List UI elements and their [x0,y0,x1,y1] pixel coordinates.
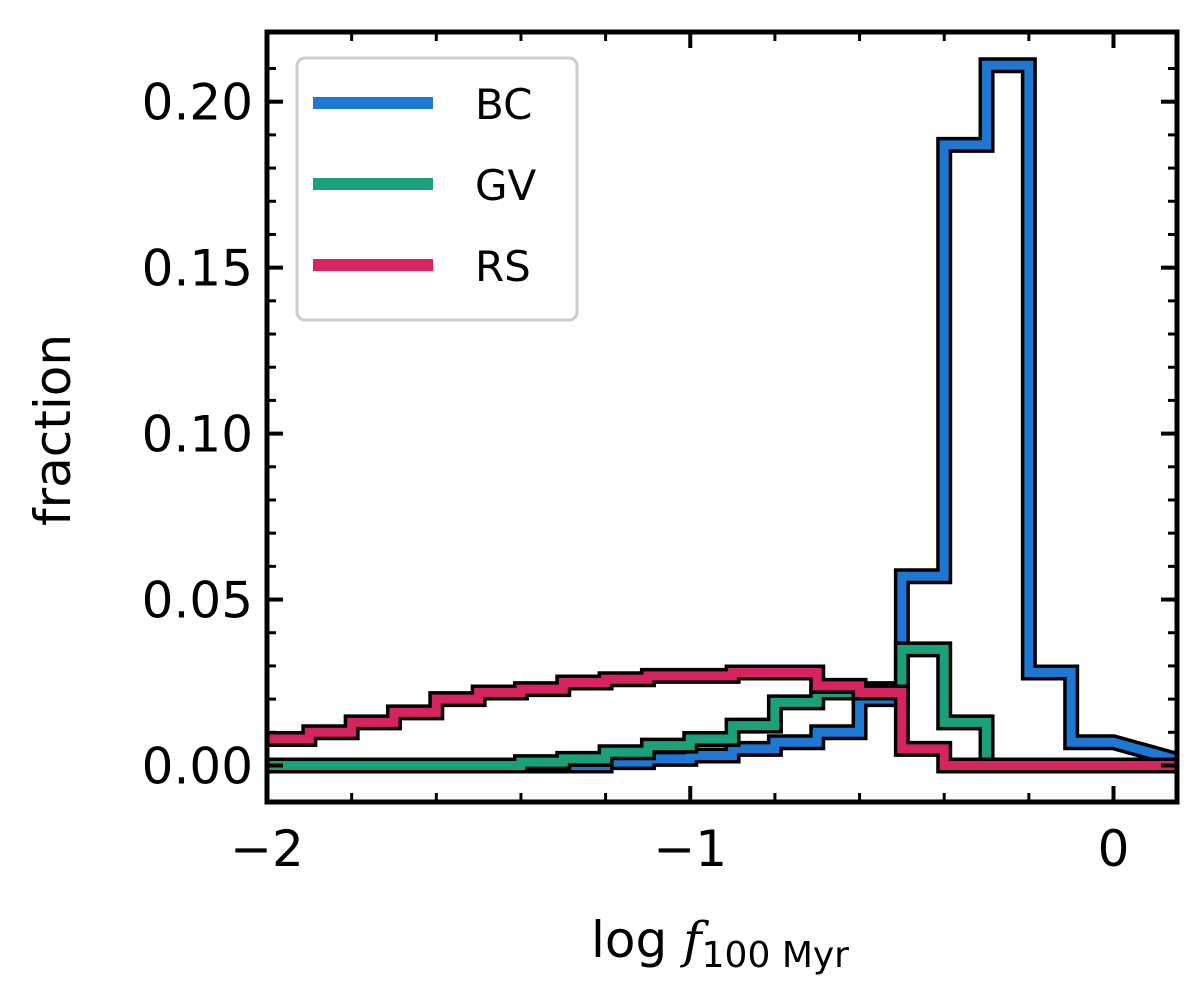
x-axis-label-prefix: log [591,911,683,969]
x-tick-label: −1 [653,820,727,878]
legend-label-rs: RS [475,242,531,291]
y-tick-label: 0.05 [142,572,253,630]
y-tick-label: 0.20 [142,74,253,132]
y-tick-label: 0.00 [142,737,253,795]
legend-label-gv: GV [475,161,537,210]
x-axis-label: log f100 Myr [591,911,849,976]
x-tick-label: 0 [1098,820,1130,878]
tick-layer: 0.00 0.05 0.10 0.15 0.20 −2 −1 0 [142,32,1177,878]
y-axis-label: fraction [24,334,82,526]
y-tick-label: 0.15 [142,240,253,298]
legend-label-bc: BC [475,80,532,129]
plot-frame [264,29,1180,805]
series-layer [267,57,1177,774]
x-axis-label-subscript: 100 Myr [702,935,850,976]
series-gv [267,641,1177,774]
y-tick-label: 0.10 [142,406,253,464]
series-rs-line [267,668,1177,770]
series-gv-line [267,644,1177,770]
x-tick-label: −2 [230,820,304,878]
legend-box [295,56,579,322]
series-rs [267,664,1177,774]
legend: BC GV RS [295,56,579,322]
